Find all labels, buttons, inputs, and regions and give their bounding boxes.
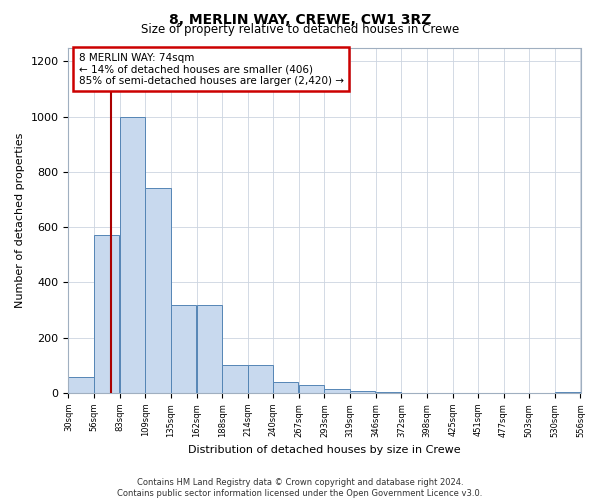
Bar: [170, 304, 196, 393]
Text: Size of property relative to detached houses in Crewe: Size of property relative to detached ho…: [141, 22, 459, 36]
Bar: [68, 378, 94, 393]
Bar: [94, 236, 119, 393]
Bar: [273, 382, 298, 393]
Bar: [350, 391, 375, 393]
Bar: [555, 392, 581, 393]
Text: 8 MERLIN WAY: 74sqm
← 14% of detached houses are smaller (406)
85% of semi-detac: 8 MERLIN WAY: 74sqm ← 14% of detached ho…: [79, 52, 344, 86]
X-axis label: Distribution of detached houses by size in Crewe: Distribution of detached houses by size …: [188, 445, 461, 455]
Bar: [197, 304, 222, 393]
Bar: [120, 116, 145, 393]
Bar: [222, 366, 248, 393]
Bar: [145, 188, 170, 393]
Text: Contains HM Land Registry data © Crown copyright and database right 2024.
Contai: Contains HM Land Registry data © Crown c…: [118, 478, 482, 498]
Bar: [299, 386, 325, 393]
Bar: [376, 392, 401, 393]
Text: 8, MERLIN WAY, CREWE, CW1 3RZ: 8, MERLIN WAY, CREWE, CW1 3RZ: [169, 12, 431, 26]
Y-axis label: Number of detached properties: Number of detached properties: [15, 132, 25, 308]
Bar: [248, 366, 273, 393]
Bar: [325, 389, 350, 393]
